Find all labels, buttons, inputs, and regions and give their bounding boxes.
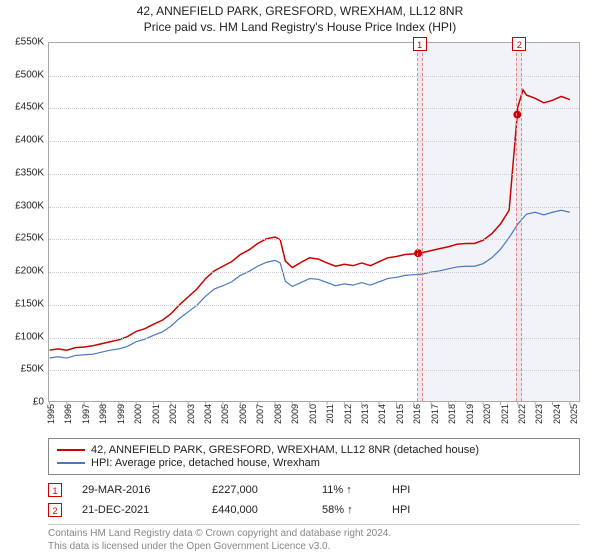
x-tick-label: 1995 [46,404,56,424]
sale-vs-label: HPI [392,484,410,496]
y-tick-label: £150K [15,298,44,309]
x-tick-label: 2017 [430,404,440,424]
sales-row: 1 29-MAR-2016£227,00011% ↑HPI [48,480,580,500]
x-tick-label: 2014 [377,404,387,424]
legend: 42, ANNEFIELD PARK, GRESFORD, WREXHAM, L… [48,438,580,475]
x-tick-label: 2003 [186,404,196,424]
x-tick-label: 2010 [308,404,318,424]
sale-pct: 58% ↑ [322,504,392,516]
legend-label: HPI: Average price, detached house, Wrex… [91,457,320,469]
sales-row: 2 21-DEC-2021£440,00058% ↑HPI [48,500,580,520]
x-tick-label: 2012 [343,404,353,424]
y-tick-label: £0 [33,397,44,408]
y-tick-label: £300K [15,200,44,211]
x-tick-label: 2009 [290,404,300,424]
y-tick-label: £500K [15,69,44,80]
x-tick-label: 1997 [81,404,91,424]
chart-subtitle: Price paid vs. HM Land Registry's House … [0,20,600,34]
x-tick-label: 2021 [500,404,510,424]
y-tick-label: £450K [15,102,44,113]
footer-line: Contains HM Land Registry data © Crown c… [48,528,580,541]
y-tick-label: £350K [15,167,44,178]
x-tick-label: 2020 [482,404,492,424]
footer-attribution: Contains HM Land Registry data © Crown c… [48,524,580,553]
y-tick-label: £250K [15,233,44,244]
legend-label: 42, ANNEFIELD PARK, GRESFORD, WREXHAM, L… [91,444,479,456]
x-tick-label: 2008 [273,404,283,424]
plot-area: 12 [48,42,580,402]
sale-vs-label: HPI [392,504,410,516]
y-tick-label: £550K [15,37,44,48]
y-tick-label: £50K [21,364,44,375]
sale-marker-band [417,43,423,401]
sale-flag: 2 [48,503,62,517]
x-tick-label: 2018 [447,404,457,424]
x-tick-label: 2005 [220,404,230,424]
x-tick-label: 2025 [569,404,579,424]
sale-flag: 1 [48,483,62,497]
sale-pct: 11% ↑ [322,484,392,496]
x-tick-label: 2016 [412,404,422,424]
sales-table: 1 29-MAR-2016£227,00011% ↑HPI 2 21-DEC-2021… [48,480,580,520]
sale-marker-flag: 1 [413,37,427,51]
sale-date: 29-MAR-2016 [82,484,212,496]
title-block: 42, ANNEFIELD PARK, GRESFORD, WREXHAM, L… [0,0,600,34]
x-tick-label: 1999 [116,404,126,424]
chart-title: 42, ANNEFIELD PARK, GRESFORD, WREXHAM, L… [0,4,600,18]
x-tick-label: 2001 [151,404,161,424]
y-tick-label: £400K [15,135,44,146]
x-tick-label: 2002 [168,404,178,424]
y-tick-label: £200K [15,266,44,277]
legend-swatch [57,462,85,464]
x-tick-label: 2000 [133,404,143,424]
sale-marker-band [516,43,522,401]
x-tick-label: 1996 [63,404,73,424]
x-tick-label: 1998 [98,404,108,424]
x-tick-label: 2019 [465,404,475,424]
x-tick-label: 2007 [255,404,265,424]
y-tick-label: £100K [15,331,44,342]
legend-row: 42, ANNEFIELD PARK, GRESFORD, WREXHAM, L… [57,444,571,456]
x-tick-label: 2023 [534,404,544,424]
x-tick-label: 2013 [360,404,370,424]
x-tick-label: 2011 [325,404,335,423]
x-tick-label: 2006 [238,404,248,424]
figure: 42, ANNEFIELD PARK, GRESFORD, WREXHAM, L… [0,0,600,560]
x-tick-label: 2015 [395,404,405,424]
legend-swatch [57,449,85,451]
sale-date: 21-DEC-2021 [82,504,212,516]
plot-svg [49,43,579,401]
sale-marker-flag: 2 [512,37,526,51]
sale-price: £227,000 [212,484,322,496]
legend-row: HPI: Average price, detached house, Wrex… [57,457,571,469]
sale-price: £440,000 [212,504,322,516]
x-tick-label: 2004 [203,404,213,424]
x-tick-label: 2022 [517,404,527,424]
footer-line: This data is licensed under the Open Gov… [48,541,580,554]
x-tick-label: 2024 [552,404,562,424]
